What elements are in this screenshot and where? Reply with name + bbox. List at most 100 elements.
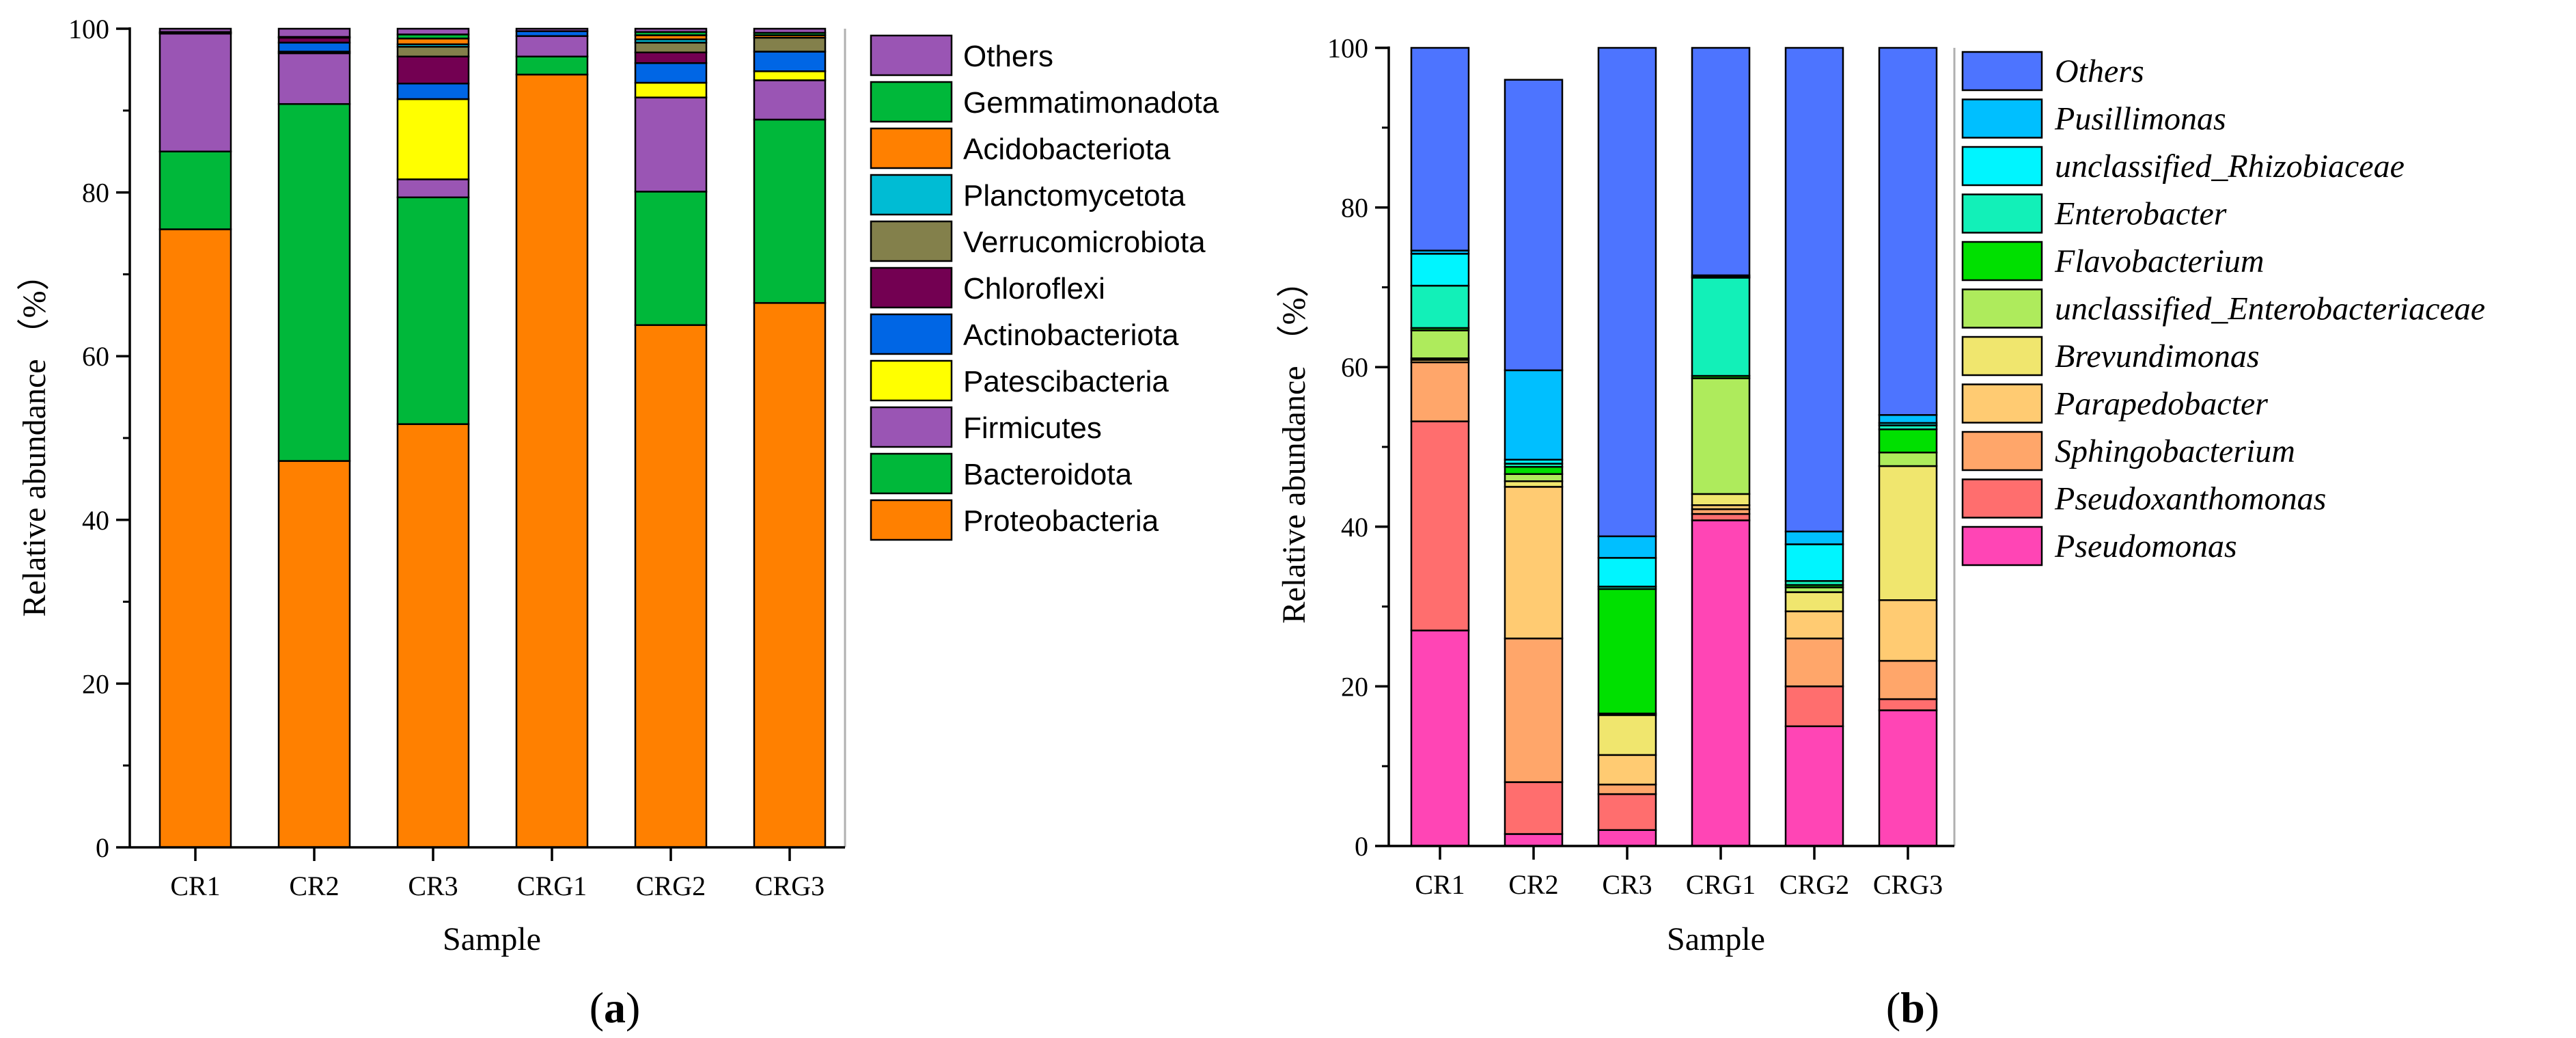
bar-segment-cr1-pseudoxanthomonas (1410, 420, 1470, 631)
bar-segment-cr2-proteobacteria (277, 460, 351, 849)
bar-segment-cr3-actinobacteriota (396, 83, 470, 100)
bar-segment-crg3-proteobacteria (753, 302, 827, 849)
legend-swatch (870, 81, 953, 123)
legend-label: Others (2055, 53, 2144, 90)
bar-segment-crg3-brevundimonas (1878, 465, 1938, 601)
bar-segment-cr1-others (1410, 46, 1470, 251)
x-tick-label-crg2: CRG2 (636, 871, 706, 901)
bar-segment-crg2-actinobacteriota (634, 62, 708, 84)
bar-segment-crg1-bacteroidota (515, 55, 589, 76)
bar-segment-cr2-firmicutes (277, 52, 351, 105)
bar-segment-crg2-pusillimonas (1784, 530, 1844, 545)
x-tick-label-cr1: CR1 (170, 871, 220, 901)
bar-segment-crg1-others (515, 27, 589, 32)
bar-segment-cr1-firmicutes (158, 32, 232, 152)
legend-label: Pusillimonas (2054, 101, 2226, 137)
y-tick-label: 60 (1341, 352, 1368, 383)
x-tick-label-crg2: CRG2 (1779, 869, 1849, 900)
legend-label: Pseudomonas (2054, 528, 2237, 564)
bar-segment-crg3-parapedobacter (1878, 599, 1938, 662)
bar-segment-crg2-chloroflexi (634, 51, 708, 64)
y-tick-label: 20 (1341, 671, 1368, 702)
legend-label: Brevundimonas (2055, 338, 2260, 374)
x-tick-label-cr2: CR2 (1508, 869, 1558, 900)
bar-segment-crg3-others (753, 27, 827, 34)
legend-label: Planctomycetota (963, 179, 1186, 213)
bar-segment-cr1-proteobacteria (158, 228, 232, 849)
chart-b-y-axis-title: Relative abundance （%） (1276, 264, 1312, 623)
bar-segment-crg2-verrucomicrobiota (634, 42, 708, 53)
bar-segment-cr3-acidobacteriota (396, 38, 470, 46)
x-tick-label-cr3: CR3 (408, 871, 458, 901)
legend-item-others: Others (870, 34, 1053, 77)
bar-segment-cr3-firmicutes (396, 178, 470, 199)
y-tick-label: 80 (82, 178, 109, 208)
legend-swatch (1961, 288, 2043, 329)
bar-segment-cr1-pseudomonas (1410, 629, 1470, 847)
legend-item-pseudomonas: Pseudomonas (1961, 525, 2237, 566)
bar-segment-crg2-firmicutes (634, 96, 708, 193)
legend-item-chloroflexi: Chloroflexi (870, 267, 1105, 309)
x-tick-label-cr1: CR1 (1415, 869, 1465, 900)
bar-segment-cr3-parapedobacter (1597, 754, 1657, 786)
bar-segment-crg3-pusillimonas (1878, 414, 1938, 424)
chart-b-legend: Others Pusillimonas unclassified_Rhizobiac… (1961, 51, 2485, 566)
legend-label: Parapedobacter (2054, 386, 2268, 422)
legend-label: Others (963, 40, 1053, 73)
bar-segment-cr3-sphingobacterium (1597, 783, 1657, 795)
legend-swatch (1961, 146, 2043, 187)
bar-segment-cr2-actinobacteriota (277, 42, 351, 53)
chart-b-axes (1387, 46, 1954, 847)
legend-label: Actinobacteriota (963, 318, 1179, 352)
x-tick-label-cr2: CR2 (289, 871, 339, 901)
bar-segment-crg3-sphingobacterium (1878, 659, 1938, 700)
legend-swatch (870, 452, 953, 495)
bar-segment-crg2-parapedobacter (1784, 610, 1844, 640)
bar-segment-cr3-proteobacteria (396, 423, 470, 849)
bar-segment-crg1-firmicutes (515, 35, 589, 57)
chart-b-y-ticks: 0 20 40 60 80 100 (1327, 33, 1389, 862)
chart-a-x-axis-title: Sample (443, 921, 541, 957)
chart-a-legend: Others Gemmatimonadota Acidobacteriota Plan… (870, 34, 1219, 541)
legend-swatch (1961, 431, 2043, 472)
bar-segment-crg3-flavobacterium (1878, 428, 1938, 454)
bar-segment-crg2-patescibacteria (634, 81, 708, 98)
legend-swatch (1961, 525, 2043, 566)
legend-swatch (870, 499, 953, 541)
legend-label: unclassified_Enterobacteriaceae (2055, 291, 2485, 327)
bar-segment-crg2-proteobacteria (634, 324, 708, 849)
legend-item-proteobacteria: Proteobacteria (870, 499, 1159, 541)
legend-item-verrucomicrobiota: Verrucomicrobiota (870, 220, 1206, 262)
legend-swatch (1961, 478, 2043, 519)
y-tick-label: 100 (1327, 33, 1368, 64)
bar-segment-crg3-patescibacteria (753, 70, 827, 81)
legend-label: unclassified_Rhizobiaceae (2055, 148, 2405, 185)
bar-segment-crg1-others (1691, 46, 1751, 277)
bar-segment-cr3-unclassified-rhizobiaceae (1597, 557, 1657, 588)
bar-segment-crg2-bacteroidota (634, 191, 708, 326)
legend-label: Firmicutes (963, 411, 1102, 445)
bar-segment-crg1-enterobacter (1691, 277, 1751, 377)
legend-item-planctomycetota: Planctomycetota (870, 174, 1186, 216)
legend-swatch (1961, 193, 2043, 234)
bar-segment-cr1-enterobacter (1410, 284, 1470, 329)
bar-segment-cr2-parapedobacter (1504, 486, 1564, 640)
legend-item-brevundimonas: Brevundimonas (1961, 336, 2260, 377)
bar-segment-crg2-pseudomonas (1784, 725, 1844, 847)
bar-segment-cr1-unclassified-enterobacteriaceae (1410, 329, 1470, 359)
bar-segment-crg3-pseudomonas (1878, 709, 1938, 847)
bar-segment-crg1-pseudomonas (1691, 519, 1751, 847)
x-tick-label-crg1: CRG1 (1686, 869, 1756, 900)
y-tick-label: 60 (82, 341, 109, 372)
bar-segment-cr2-pseudomonas (1504, 833, 1564, 847)
bar-segment-crg3-actinobacteriota (753, 51, 827, 72)
legend-label: Sphingobacterium (2055, 433, 2295, 469)
y-tick-label: 40 (82, 505, 109, 536)
legend-item-pseudoxanthomonas: Pseudoxanthomonas (1961, 478, 2326, 519)
bar-segment-cr2-unclassified-enterobacteriaceae (1504, 473, 1564, 482)
legend-swatch (870, 127, 953, 169)
x-tick-label-crg1: CRG1 (517, 871, 587, 901)
bar-segment-cr3-verrucomicrobiota (396, 46, 470, 57)
legend-item-others: Others (1961, 51, 2144, 92)
legend-swatch (870, 267, 953, 309)
